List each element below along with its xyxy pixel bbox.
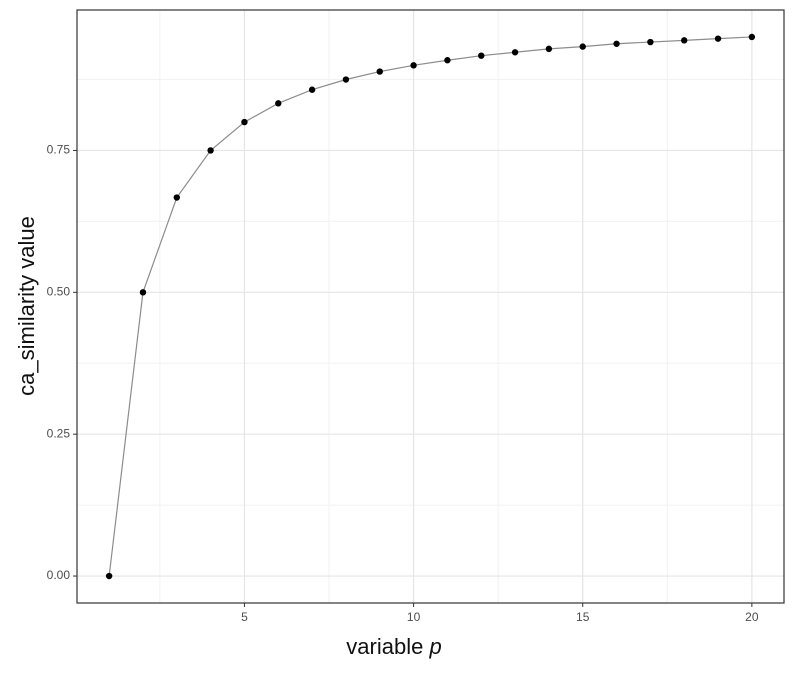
data-point: [579, 43, 586, 50]
data-point: [139, 289, 147, 296]
data-point: [647, 38, 654, 46]
y-tick-label: 0.25: [47, 426, 71, 440]
data-point: [207, 147, 214, 154]
series-line: [108, 36, 752, 577]
x-axis-title-text: variable: [346, 634, 423, 659]
x-tick-label: 15: [576, 610, 590, 624]
data-point: [748, 33, 756, 41]
x-tick-label: 10: [407, 610, 421, 624]
y-tick-label: 0.50: [47, 284, 71, 298]
data-point: [173, 194, 180, 201]
y-tick-label: 0.75: [47, 143, 71, 157]
y-axis-title: ca_similarity value: [14, 216, 39, 396]
data-point: [410, 62, 417, 69]
data-point: [545, 45, 553, 53]
panel-border: [76, 9, 785, 604]
data-point: [376, 68, 383, 75]
data-point: [714, 35, 722, 42]
x-axis-title: variable p: [346, 634, 441, 659]
data-point: [105, 572, 113, 580]
data-point: [342, 76, 350, 83]
data-point: [241, 118, 248, 126]
data-point: [478, 52, 485, 59]
data-point: [308, 86, 316, 93]
data-point: [613, 40, 620, 47]
x-tick-label: 5: [241, 610, 248, 624]
data-point: [681, 37, 688, 44]
data-point: [511, 49, 519, 56]
x-tick-label: 20: [745, 610, 759, 624]
y-tick-label: 0.00: [47, 568, 71, 582]
x-axis-title-variable: p: [428, 634, 441, 659]
data-point: [275, 100, 282, 107]
data-point: [444, 57, 451, 64]
